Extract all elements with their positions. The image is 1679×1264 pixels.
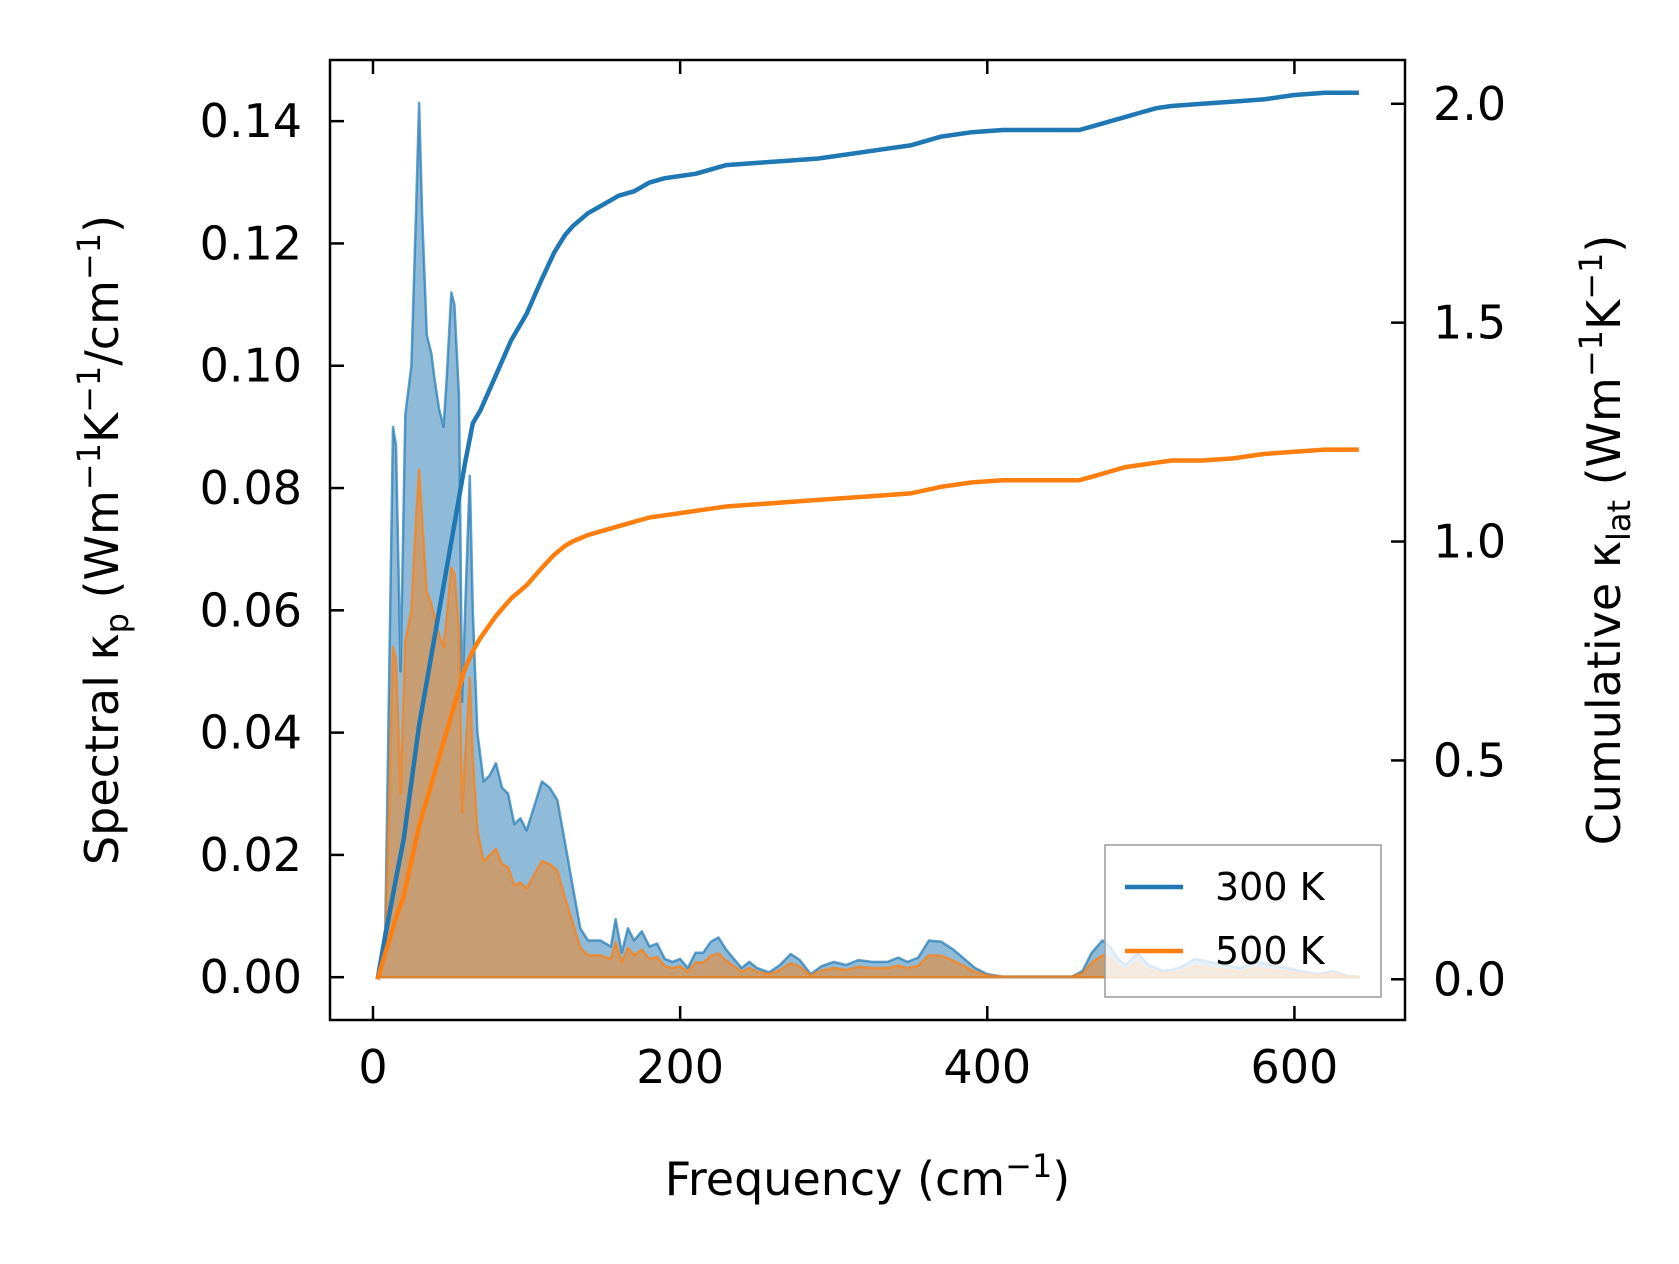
x-tick-label: 600 — [1251, 1040, 1339, 1094]
y-left-tick-label: 0.06 — [200, 583, 302, 637]
y-left-tick-label: 0.00 — [200, 950, 302, 1004]
y-right-tick-label: 2.0 — [1433, 77, 1506, 131]
legend-label: 500 K — [1215, 929, 1326, 973]
x-tick-label: 200 — [636, 1040, 724, 1094]
x-axis-label: Frequency (cm−1) — [665, 1147, 1070, 1206]
y-right-tick-label: 0.0 — [1433, 952, 1506, 1006]
y-axis-left-label: Spectral κp (Wm−1K−1/cm−1) — [70, 215, 136, 865]
y-right-tick-label: 0.5 — [1433, 733, 1506, 787]
cumulative-line-500-k — [375, 447, 1359, 980]
y-left-tick-label: 0.08 — [200, 461, 302, 515]
tick-group: 0 200 400 600 0.00 0.02 0.04 0.06 0.08 0.10 0.12 0.… — [200, 60, 1506, 1094]
y-axis-right-label: Cumulative κlat (Wm−1K−1) — [1572, 235, 1638, 846]
y-left-tick-label: 0.12 — [200, 216, 302, 270]
axes-frame — [328, 58, 1407, 1022]
legend-box — [1104, 844, 1382, 998]
y-right-tick-label: 1.5 — [1433, 296, 1506, 350]
y-left-tick-label: 0.14 — [200, 94, 302, 148]
y-left-tick-label: 0.04 — [200, 706, 302, 760]
x-tick-label: 0 — [358, 1040, 387, 1094]
cumulative-line-300-k — [375, 90, 1359, 980]
x-tick-label: 400 — [943, 1040, 1031, 1094]
y-right-tick-label: 1.0 — [1433, 515, 1506, 569]
legend: 300 K 500 K — [1104, 844, 1382, 998]
y-left-tick-label: 0.02 — [200, 828, 302, 882]
legend-label: 300 K — [1215, 865, 1326, 909]
y-left-tick-label: 0.10 — [200, 339, 302, 393]
